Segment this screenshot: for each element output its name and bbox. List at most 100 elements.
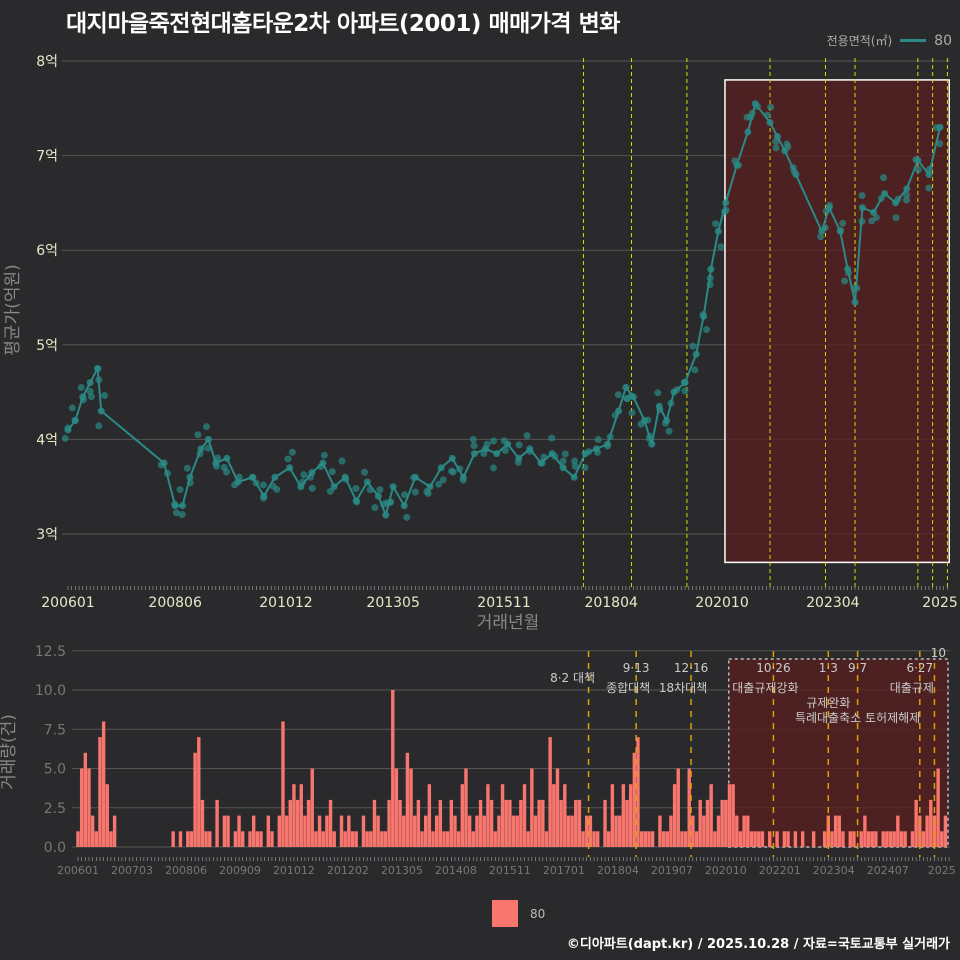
- price-point: [538, 459, 546, 467]
- volume-bar: [596, 831, 600, 847]
- price-point: [858, 217, 866, 225]
- volume-bar: [295, 799, 300, 847]
- policy-date-label: 8·2 대책: [550, 670, 595, 685]
- volume-bar: [376, 815, 380, 847]
- x-tick-label: 201701: [543, 864, 585, 877]
- price-point: [400, 502, 408, 510]
- price-point: [493, 450, 501, 458]
- price-point: [389, 483, 397, 491]
- policy-name-label: 종합대책: [606, 680, 650, 695]
- price-point: [731, 157, 739, 165]
- price-line: [67, 101, 941, 519]
- price-point: [163, 469, 171, 477]
- price-point: [273, 485, 281, 493]
- volume-bar: [709, 784, 713, 847]
- price-point: [480, 450, 488, 458]
- price-point: [689, 342, 697, 350]
- price-point: [213, 462, 221, 470]
- policy-date-label: 6·27: [906, 661, 933, 675]
- volume-bar: [530, 768, 534, 847]
- volume-bar: [731, 784, 735, 847]
- price-point: [410, 474, 418, 482]
- volume-bar: [464, 768, 468, 847]
- price-point: [789, 164, 797, 172]
- volume-bar: [555, 768, 560, 847]
- price-point: [307, 473, 315, 481]
- volume-bar: [639, 831, 644, 847]
- volume-bar: [328, 799, 333, 847]
- volume-bar: [526, 831, 530, 847]
- volume-bar: [288, 799, 292, 847]
- price-point: [470, 442, 478, 450]
- policy-name-label: 대출규제: [890, 681, 934, 695]
- volume-bar: [391, 690, 395, 847]
- price-point: [223, 454, 231, 462]
- price-point: [656, 406, 664, 414]
- volume-bar: [735, 815, 739, 847]
- volume-bar: [277, 815, 281, 847]
- volume-bar: [281, 721, 285, 847]
- price-point: [646, 432, 654, 440]
- volume-bar: [903, 831, 907, 847]
- volume-bar: [899, 831, 904, 847]
- price-point: [248, 473, 256, 481]
- volume-bar: [669, 815, 673, 847]
- x-tick-label: 200703: [111, 864, 153, 877]
- price-point: [352, 485, 360, 493]
- price-point: [821, 224, 829, 232]
- volume-bar: [372, 799, 377, 847]
- volume-bar: [837, 815, 841, 847]
- price-point: [648, 440, 656, 448]
- policy-name-label: 규제완화: [806, 696, 850, 710]
- volume-bar: [284, 815, 289, 847]
- volume-bar: [489, 799, 494, 847]
- price-point: [763, 111, 771, 119]
- volume-bar: [456, 831, 461, 847]
- volume-bar: [486, 784, 490, 847]
- volume-bar: [350, 831, 355, 847]
- legend-label: 80: [934, 32, 952, 49]
- price-point: [68, 404, 76, 412]
- volume-bar: [299, 784, 303, 847]
- price-point: [456, 465, 464, 473]
- y-tick-label: 8억: [36, 54, 58, 70]
- volume-bar: [929, 799, 933, 847]
- price-point: [903, 191, 911, 199]
- volume-bar: [603, 799, 607, 847]
- volume-bar: [632, 752, 637, 847]
- price-point: [523, 432, 531, 440]
- y-tick-label: 10.0: [35, 683, 66, 699]
- volume-bar: [171, 831, 175, 847]
- volume-bar: [339, 815, 344, 847]
- price-point: [614, 391, 622, 399]
- volume-bar: [325, 815, 329, 847]
- volume-bar: [570, 815, 574, 847]
- volume-bar: [636, 737, 640, 847]
- volume-bar: [515, 815, 519, 847]
- volume-bar: [248, 831, 252, 847]
- price-point: [654, 389, 662, 397]
- price-point: [86, 379, 94, 387]
- price-point: [86, 387, 94, 395]
- volume-bar: [830, 831, 834, 847]
- x-tick-label: 202010: [705, 864, 747, 877]
- price-point: [932, 124, 940, 132]
- volume-bar: [90, 815, 95, 847]
- y-tick-label: 0.0: [44, 840, 66, 856]
- volume-bar: [101, 721, 106, 847]
- y-axis-title: 거래량(건): [0, 714, 19, 790]
- price-point: [186, 479, 194, 487]
- x-tick-label: 2025: [922, 595, 958, 611]
- legend-title: 전용면적(㎡): [826, 34, 893, 48]
- price-point: [157, 461, 165, 469]
- volume-bar: [720, 799, 724, 847]
- price-point: [288, 448, 296, 456]
- volume-bar: [892, 831, 896, 847]
- volume-bar: [193, 752, 197, 847]
- policy-name-label: 특례대출축소 토허제해제: [795, 711, 920, 725]
- volume-bar: [445, 831, 450, 847]
- y-tick-label: 5.0: [44, 762, 66, 778]
- legend-bottom-label: 80: [530, 906, 546, 921]
- price-point: [179, 502, 187, 510]
- volume-bar: [434, 815, 439, 847]
